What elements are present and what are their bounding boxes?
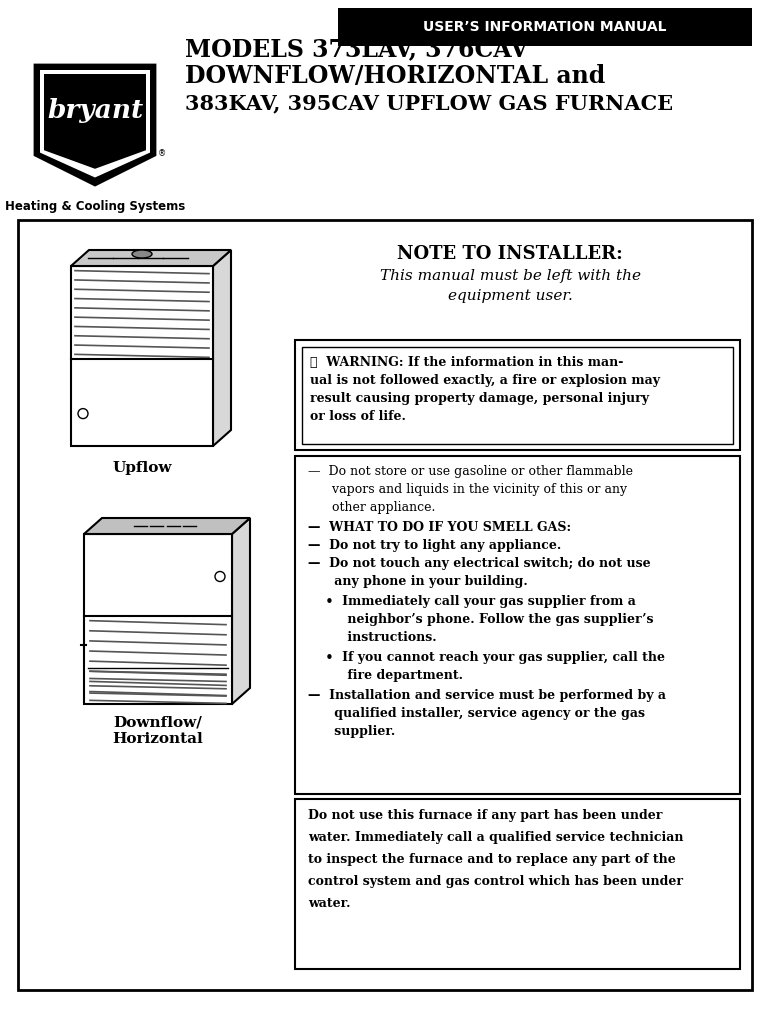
Text: Heating & Cooling Systems: Heating & Cooling Systems [5, 200, 185, 213]
Polygon shape [35, 65, 155, 185]
Text: ual is not followed exactly, a fire or explosion may: ual is not followed exactly, a fire or e… [310, 374, 660, 387]
Text: ⚠  WARNING: If the information in this man-: ⚠ WARNING: If the information in this ma… [310, 356, 624, 369]
Bar [84, 534, 232, 705]
Bar [295, 799, 740, 969]
Bar [295, 340, 740, 450]
Text: vapors and liquids in the vicinity of this or any: vapors and liquids in the vicinity of th… [308, 483, 627, 496]
Text: Do not use this furnace if any part has been under: Do not use this furnace if any part has … [308, 809, 662, 822]
Text: Upflow: Upflow [112, 461, 172, 475]
Text: bryant: bryant [47, 98, 143, 123]
Text: NOTE TO INSTALLER:: NOTE TO INSTALLER: [397, 245, 623, 263]
Text: any phone in your building.: any phone in your building. [308, 575, 528, 588]
Text: qualified installer, service agency or the gas: qualified installer, service agency or t… [308, 707, 645, 720]
Polygon shape [84, 518, 250, 534]
Text: —  Do not store or use gasoline or other flammable: — Do not store or use gasoline or other … [308, 465, 633, 478]
Polygon shape [213, 250, 231, 446]
Text: •  If you cannot reach your gas supplier, call the: • If you cannot reach your gas supplier,… [308, 651, 665, 664]
Text: equipment user.: equipment user. [448, 289, 572, 303]
Text: water. Immediately call a qualified service technician: water. Immediately call a qualified serv… [308, 831, 684, 844]
Text: Downflow/
Horizontal: Downflow/ Horizontal [113, 716, 204, 746]
Text: MODELS 373LAV, 376CAV: MODELS 373LAV, 376CAV [185, 37, 528, 61]
Text: to inspect the furnace and to replace any part of the: to inspect the furnace and to replace an… [308, 853, 676, 866]
Ellipse shape [132, 250, 152, 258]
Text: neighbor’s phone. Follow the gas supplier’s: neighbor’s phone. Follow the gas supplie… [308, 613, 654, 626]
Text: —  Installation and service must be performed by a: — Installation and service must be perfo… [308, 689, 666, 702]
Text: result causing property damage, personal injury: result causing property damage, personal… [310, 392, 649, 406]
Text: water.: water. [308, 897, 350, 910]
Polygon shape [40, 70, 150, 177]
Text: 383KAV, 395CAV UPFLOW GAS FURNACE: 383KAV, 395CAV UPFLOW GAS FURNACE [185, 93, 673, 113]
Text: ®: ® [158, 150, 166, 159]
Bar [302, 347, 733, 444]
Text: This manual must be left with the: This manual must be left with the [379, 269, 641, 283]
Text: other appliance.: other appliance. [308, 501, 435, 514]
Bar [295, 456, 740, 794]
Polygon shape [71, 250, 231, 266]
Text: DOWNFLOW/HORIZONTAL and: DOWNFLOW/HORIZONTAL and [185, 63, 605, 88]
Text: USER’S INFORMATION MANUAL: USER’S INFORMATION MANUAL [423, 20, 667, 34]
Text: instructions.: instructions. [308, 631, 437, 644]
Polygon shape [44, 74, 146, 169]
Text: or loss of life.: or loss of life. [310, 410, 406, 423]
Text: control system and gas control which has been under: control system and gas control which has… [308, 874, 683, 888]
Text: fire department.: fire department. [308, 669, 463, 682]
Text: —  Do not try to light any appliance.: — Do not try to light any appliance. [308, 539, 561, 552]
Text: supplier.: supplier. [308, 725, 396, 738]
Text: —  WHAT TO DO IF YOU SMELL GAS:: — WHAT TO DO IF YOU SMELL GAS: [308, 521, 571, 534]
Bar [71, 266, 213, 446]
Bar [338, 8, 752, 46]
Bar [18, 220, 752, 990]
Text: •  Immediately call your gas supplier from a: • Immediately call your gas supplier fro… [308, 595, 636, 608]
Text: —  Do not touch any electrical switch; do not use: — Do not touch any electrical switch; do… [308, 557, 650, 570]
Polygon shape [232, 518, 250, 705]
